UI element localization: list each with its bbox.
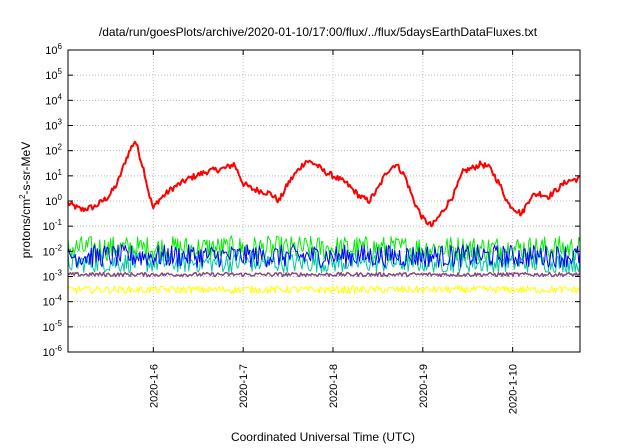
y-tick-label: 10-2 <box>43 243 63 258</box>
y-tick-exponent: -6 <box>55 344 63 353</box>
series-line <box>67 140 581 228</box>
y-tick-base: 10 <box>45 146 57 158</box>
y-axis-label-sup: 2 <box>18 194 27 199</box>
chart-title: /data/run/goesPlots/archive/2020-01-10/1… <box>99 25 538 39</box>
y-tick-base: 10 <box>43 221 55 233</box>
y-tick-label: 100 <box>45 193 62 208</box>
x-axis-label: Coordinated Universal Time (UTC) <box>231 430 415 444</box>
y-tick-label: 105 <box>45 67 62 82</box>
x-tick-label: 2020-1-6 <box>148 364 160 408</box>
y-tick-label: 10-6 <box>43 344 63 359</box>
y-tick-label: 102 <box>45 143 62 158</box>
y-tick-base: 10 <box>43 246 55 258</box>
y-tick-exponent: 4 <box>58 92 63 101</box>
y-tick-label: 10-1 <box>43 218 63 233</box>
y-tick-exponent: -1 <box>55 218 63 227</box>
series-line <box>67 252 581 274</box>
series-layer <box>67 140 581 294</box>
y-tick-base: 10 <box>45 196 57 208</box>
y-tick-base: 10 <box>45 121 57 133</box>
y-tick-exponent: -2 <box>55 243 63 252</box>
x-tick-label: 2020-1-10 <box>508 364 520 414</box>
y-tick-base: 10 <box>45 45 57 57</box>
y-tick-exponent: 5 <box>58 67 63 76</box>
y-tick-label: 106 <box>45 42 62 57</box>
y-tick-label: 103 <box>45 118 62 133</box>
y-tick-exponent: 2 <box>58 143 63 152</box>
series-line <box>67 235 581 262</box>
axis-ticks: 10-610-510-410-310-210-11001011021031041… <box>43 42 580 414</box>
x-tick-label: 2020-1-8 <box>328 364 340 408</box>
y-axis-label: protons/cm2-s-sr-MeV <box>18 142 33 258</box>
series-line <box>67 244 581 268</box>
y-tick-exponent: 0 <box>58 193 63 202</box>
y-axis-label-suffix: -s-sr-MeV <box>19 142 33 195</box>
y-tick-exponent: -4 <box>55 294 63 303</box>
y-tick-base: 10 <box>43 272 55 284</box>
y-tick-exponent: -3 <box>55 269 63 278</box>
x-tick-label: 2020-1-7 <box>238 364 250 408</box>
y-tick-exponent: 1 <box>58 168 63 177</box>
y-tick-exponent: 6 <box>58 42 63 51</box>
y-tick-base: 10 <box>43 322 55 334</box>
y-tick-label: 10-5 <box>43 319 63 334</box>
y-tick-exponent: 3 <box>58 118 63 127</box>
y-tick-base: 10 <box>43 347 55 359</box>
y-tick-base: 10 <box>43 297 55 309</box>
series-line <box>67 271 581 278</box>
y-tick-base: 10 <box>45 95 57 107</box>
x-tick-label: 2020-1-9 <box>418 364 430 408</box>
y-tick-label: 101 <box>45 168 62 183</box>
series-line <box>67 285 581 294</box>
y-tick-label: 104 <box>45 92 62 107</box>
y-axis-label-prefix: protons/cm <box>19 199 33 258</box>
y-tick-label: 10-3 <box>43 269 63 284</box>
y-tick-exponent: -5 <box>55 319 63 328</box>
y-tick-base: 10 <box>45 70 57 82</box>
y-tick-base: 10 <box>45 171 57 183</box>
y-tick-label: 10-4 <box>43 294 63 309</box>
